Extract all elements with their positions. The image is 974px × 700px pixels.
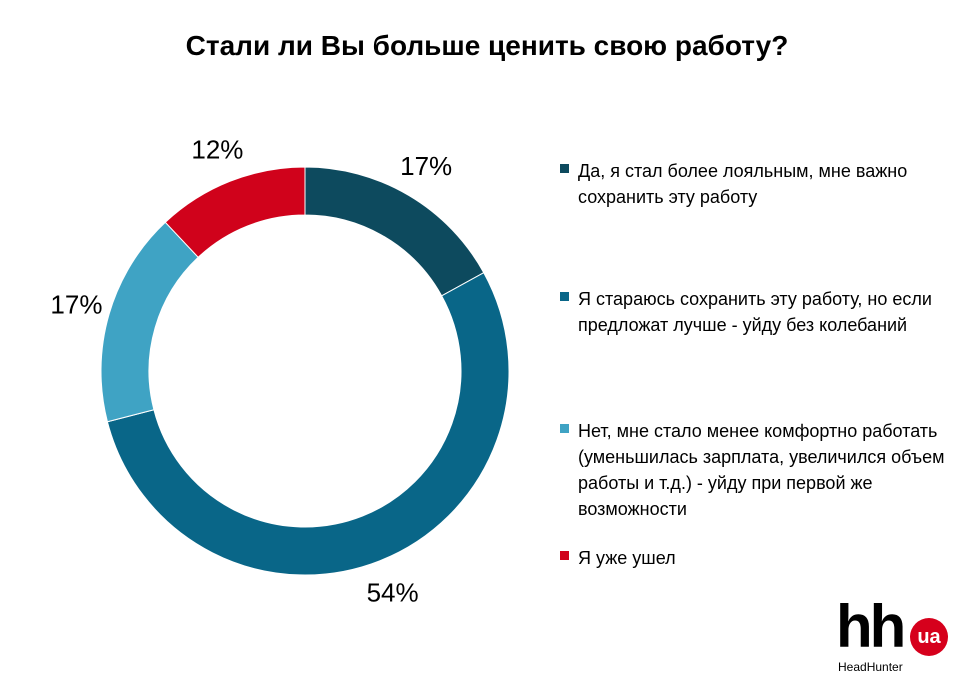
- legend-label: Нет, мне стало менее комфортно работать …: [578, 421, 945, 519]
- donut-slice-1: [304, 166, 485, 297]
- donut-slice-4: [164, 166, 306, 258]
- legend-label: Да, я стал более лояльным, мне важно сох…: [578, 161, 908, 207]
- slice-label-3: 17%: [50, 290, 102, 320]
- legend-item-4: Я уже ушел: [560, 545, 965, 571]
- legend-item-3: Нет, мне стало менее комфортно работать …: [560, 418, 965, 522]
- logo-badge: ua: [910, 618, 948, 656]
- slice-label-2: 54%: [367, 577, 419, 607]
- legend-swatch: [560, 551, 569, 560]
- legend-label: Я уже ушел: [578, 548, 676, 568]
- headhunter-logo: hh ua HeadHunter: [836, 593, 956, 688]
- logo-brand-text: HeadHunter: [838, 660, 903, 674]
- legend-item-2: Я стараюсь сохранить эту работу, но если…: [560, 286, 965, 338]
- legend-swatch: [560, 424, 569, 433]
- slice-label-1: 17%: [400, 151, 452, 181]
- donut-slice-2: [106, 272, 510, 576]
- donut-slice-3: [100, 221, 199, 423]
- legend-item-1: Да, я стал более лояльным, мне важно сох…: [560, 158, 965, 210]
- legend-swatch: [560, 292, 569, 301]
- chart-title: Стали ли Вы больше ценить свою работу?: [185, 30, 789, 61]
- slice-label-4: 12%: [191, 135, 243, 165]
- legend-swatch: [560, 164, 569, 173]
- legend-label: Я стараюсь сохранить эту работу, но если…: [578, 289, 932, 335]
- logo-mark: hh: [836, 593, 906, 660]
